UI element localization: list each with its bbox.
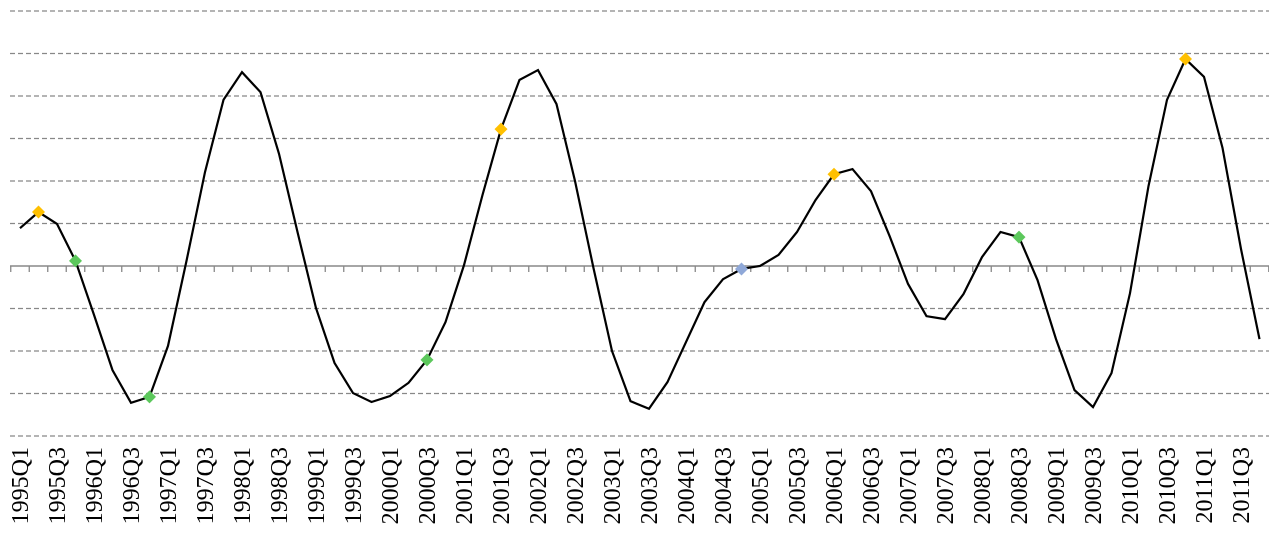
x-tick-label: 2008Q3 [1007, 447, 1033, 524]
x-tick-label: 1995Q1 [8, 447, 34, 524]
x-tick-label: 1997Q1 [156, 447, 182, 524]
x-tick-label: 1997Q3 [193, 447, 219, 524]
x-tick-label: 2002Q1 [526, 447, 552, 524]
x-tick-label: 1996Q3 [119, 447, 145, 524]
x-tick-label: 2004Q1 [674, 447, 700, 524]
x-tick-label: 2005Q1 [748, 447, 774, 524]
x-tick-label: 2009Q1 [1044, 447, 1070, 524]
x-tick-label: 1999Q1 [304, 447, 330, 524]
x-tick-label: 2007Q1 [896, 447, 922, 524]
x-tick-label: 2009Q3 [1081, 447, 1107, 524]
x-tick-label: 2004Q3 [711, 447, 737, 524]
x-tick-label: 2006Q3 [859, 447, 885, 524]
marker [827, 167, 841, 181]
marker [32, 205, 45, 219]
x-tick-label: 2000Q1 [378, 447, 404, 524]
x-tick-label: 2010Q3 [1155, 447, 1181, 524]
marker [143, 390, 156, 404]
x-tick-label: 2007Q3 [933, 447, 959, 524]
x-tick-label: 2001Q1 [452, 447, 478, 524]
data-line [19, 57, 1261, 411]
x-tick-label: 2001Q3 [489, 447, 515, 524]
x-tick-label: 2010Q1 [1118, 447, 1144, 524]
x-tick-label: 2011Q3 [1229, 447, 1255, 523]
x-tick-label: 2006Q1 [822, 447, 848, 524]
x-tick-label: 2002Q3 [563, 447, 589, 524]
marker [420, 353, 434, 367]
x-tick-label: 2000Q3 [415, 447, 441, 524]
x-tick-label: 2003Q3 [637, 447, 663, 524]
x-tick-label: 1995Q3 [45, 447, 71, 524]
x-tick-label: 1998Q1 [230, 447, 256, 524]
x-tick-label: 2005Q3 [785, 447, 811, 524]
x-tick-label: 2011Q1 [1192, 447, 1218, 523]
x-tick-label: 1999Q3 [341, 447, 367, 524]
x-tick-label: 2003Q1 [600, 447, 626, 524]
marker [1012, 230, 1026, 244]
marker [735, 262, 748, 276]
x-tick-label: 1998Q3 [267, 447, 293, 524]
x-tick-label: 2008Q1 [970, 447, 996, 524]
marker [494, 122, 508, 136]
marker [69, 254, 82, 268]
marker [1179, 52, 1192, 66]
x-tick-label: 1996Q1 [82, 447, 108, 524]
